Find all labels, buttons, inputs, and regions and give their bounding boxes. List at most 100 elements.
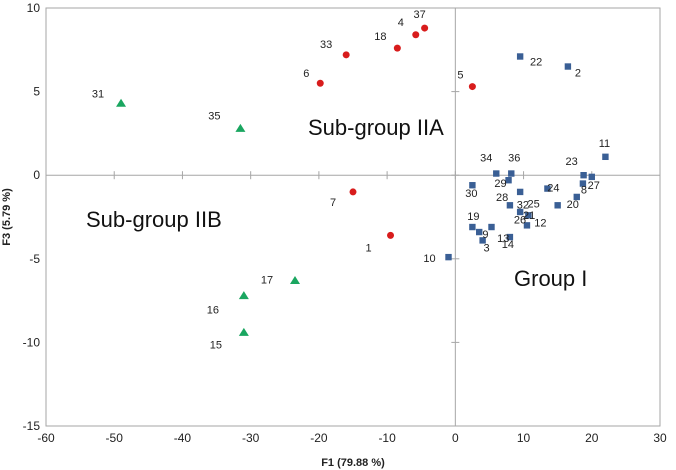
data-point-circle	[387, 231, 395, 239]
point-label: 15	[210, 339, 222, 351]
point-label: 27	[588, 180, 600, 192]
data-point-triangle	[238, 327, 249, 336]
point-label: 24	[547, 183, 559, 195]
y-tick-label: 0	[33, 168, 40, 182]
point-label: 14	[502, 239, 514, 251]
point-label: 32	[517, 199, 529, 211]
y-tick-label: -5	[29, 252, 40, 266]
data-point-circle	[412, 31, 420, 39]
data-point-square	[469, 223, 476, 231]
point-label: 28	[496, 192, 508, 204]
point-label: 4	[398, 17, 404, 29]
point-label: 16	[207, 305, 219, 317]
point-label: 25	[528, 198, 540, 210]
point-label: 33	[320, 39, 332, 51]
data-points	[116, 24, 609, 336]
y-tick-label: 10	[27, 1, 41, 15]
annotation-subgroup-iib: Sub-group IIB	[86, 207, 222, 232]
x-tick-label: -30	[242, 431, 260, 445]
data-point-square	[573, 193, 580, 201]
point-label: 30	[465, 188, 477, 200]
point-label: 8	[581, 185, 587, 197]
data-point-square	[579, 180, 587, 187]
point-label: 29	[494, 178, 506, 190]
data-point-circle	[349, 188, 357, 196]
point-label: 3	[484, 242, 490, 254]
data-point-square	[580, 172, 587, 179]
point-label: 5	[457, 70, 463, 82]
y-axis-title: F3 (5.79 %)	[1, 188, 13, 246]
point-label: 23	[565, 156, 577, 168]
point-label: 22	[530, 56, 542, 68]
y-tick-label: 5	[33, 85, 40, 99]
point-label: 18	[374, 31, 386, 43]
point-label: 20	[567, 199, 579, 211]
data-point-circle	[393, 44, 401, 52]
data-point-square	[469, 182, 476, 189]
point-label: 7	[330, 197, 336, 209]
x-tick-label: 30	[653, 431, 667, 445]
data-point-square	[516, 208, 524, 216]
point-label: 21	[523, 210, 535, 222]
data-point-square	[588, 173, 595, 181]
point-label: 6	[303, 68, 309, 80]
point-label: 17	[261, 275, 273, 287]
x-tick-label: -20	[310, 431, 328, 445]
x-tick-label: -60	[37, 431, 55, 445]
point-label: 12	[534, 217, 546, 229]
data-point-square	[602, 153, 609, 161]
data-point-circle	[342, 51, 350, 59]
data-point-square	[516, 188, 524, 196]
data-point-triangle	[116, 98, 127, 107]
x-tick-label: 20	[585, 431, 599, 445]
y-tick-label: -10	[23, 335, 41, 349]
data-point-square	[544, 185, 551, 192]
point-label: 10	[423, 253, 435, 265]
x-axis-title: F1 (79.88 %)	[321, 457, 385, 469]
data-point-square	[476, 228, 483, 236]
data-point-square	[508, 170, 515, 177]
point-label: 26	[514, 214, 526, 226]
data-point-square	[493, 170, 500, 177]
x-tick-label: 0	[452, 431, 459, 445]
data-point-square	[523, 222, 531, 229]
point-label: 36	[508, 153, 520, 165]
data-point-square	[506, 202, 514, 209]
point-label: 31	[92, 88, 104, 100]
point-label: 1	[365, 242, 371, 254]
x-tick-label: -40	[174, 431, 192, 445]
x-tick-label: -50	[106, 431, 124, 445]
point-label: 11	[599, 138, 610, 150]
data-point-square	[525, 212, 532, 219]
data-point-square	[506, 233, 514, 241]
point-label: 19	[467, 211, 479, 223]
y-tick-label: -15	[23, 419, 41, 433]
data-point-square	[505, 177, 512, 184]
zero-axes	[45, 7, 661, 427]
point-label: 35	[208, 110, 220, 122]
point-label: 34	[480, 153, 492, 165]
point-label: 37	[414, 9, 426, 21]
data-point-square	[564, 63, 572, 70]
data-point-square	[479, 237, 486, 244]
point-label: 13	[497, 233, 509, 245]
data-point-triangle	[235, 123, 246, 132]
data-point-circle	[421, 24, 429, 32]
data-point-square	[445, 253, 452, 261]
data-point-triangle	[238, 291, 249, 300]
data-point-triangle	[290, 276, 301, 285]
data-point-circle	[468, 83, 476, 91]
data-point-square	[516, 53, 524, 60]
x-tick-label: 10	[517, 431, 531, 445]
annotation-subgroup-iia: Sub-group IIA	[308, 115, 444, 140]
data-point-square	[554, 202, 561, 209]
data-point-square	[488, 223, 495, 231]
x-tick-label: -10	[378, 431, 396, 445]
point-label: 2	[575, 68, 581, 80]
annotation-group-i: Group I	[514, 266, 587, 291]
point-label: 9	[482, 229, 488, 241]
data-point-circle	[316, 79, 324, 87]
